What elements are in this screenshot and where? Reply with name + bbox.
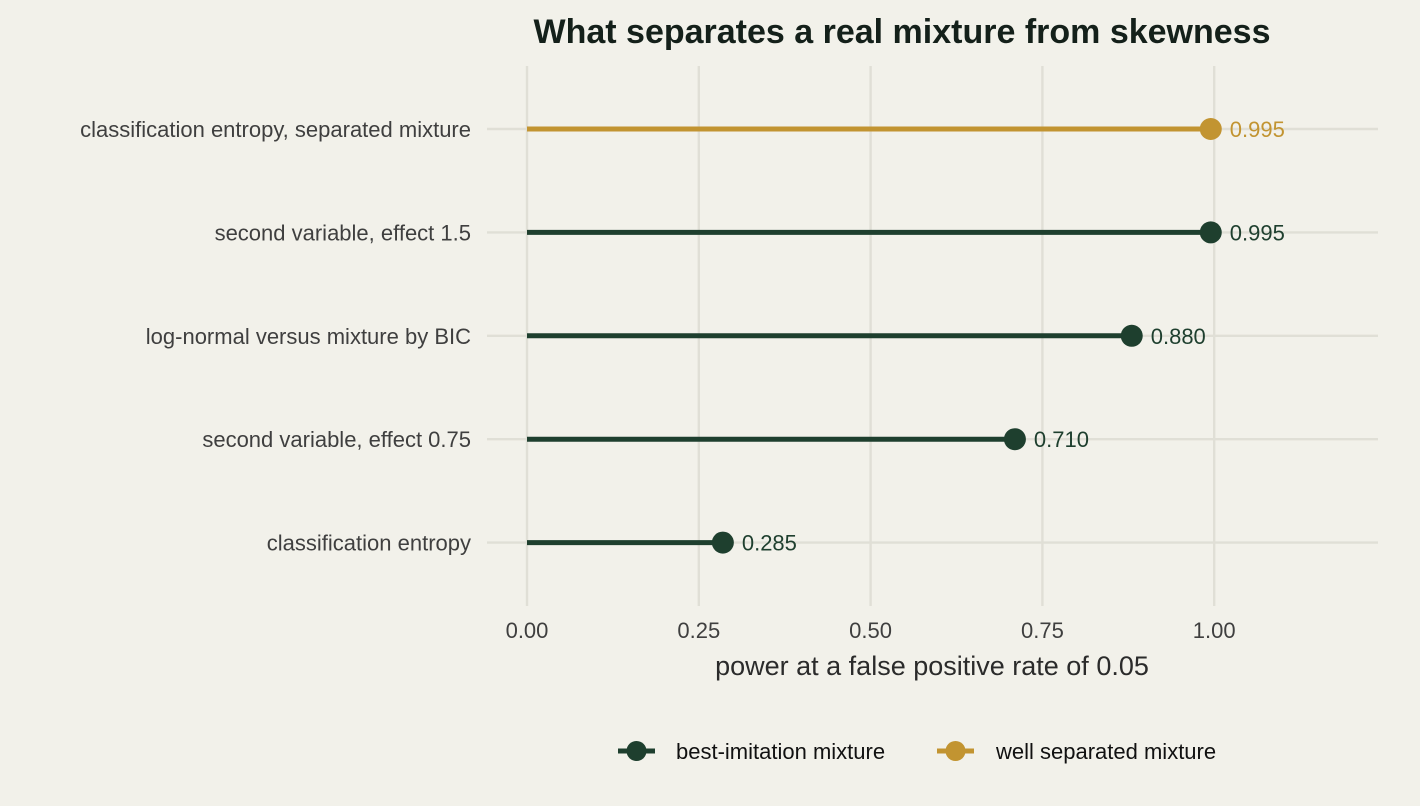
lollipop-dot <box>711 531 734 554</box>
x-tick-label: 0.50 <box>849 618 892 643</box>
x-tick-labels: 0.00 0.25 0.50 0.75 1.00 <box>506 618 1236 643</box>
category-labels: classification entropy, separated mixtur… <box>80 117 471 556</box>
category-label: log-normal versus mixture by BIC <box>146 324 471 349</box>
x-tick-label: 1.00 <box>1193 618 1236 643</box>
lollipop-dot <box>1120 324 1143 347</box>
legend-key-dot <box>626 741 647 761</box>
value-label: 0.285 <box>742 531 797 556</box>
value-label: 0.995 <box>1230 220 1285 245</box>
category-label: classification entropy <box>267 531 471 556</box>
legend: best-imitation mixture well separated mix… <box>618 739 1216 764</box>
legend-label: well separated mixture <box>995 739 1216 764</box>
category-label: second variable, effect 1.5 <box>215 220 471 245</box>
lollipop-dot <box>1199 221 1222 244</box>
x-tick-label: 0.00 <box>506 618 549 643</box>
category-label: second variable, effect 0.75 <box>202 427 471 452</box>
lollipop-marks: 0.995 0.995 0.880 0.710 0.285 <box>527 117 1285 556</box>
chart-title: What separates a real mixture from skewn… <box>534 13 1271 51</box>
x-tick-label: 0.25 <box>677 618 720 643</box>
lollipop-dot <box>1003 428 1026 451</box>
x-axis-title: power at a false positive rate of 0.05 <box>715 651 1149 681</box>
category-label: classification entropy, separated mixtur… <box>80 117 471 142</box>
value-label: 0.710 <box>1034 427 1089 452</box>
lollipop-dot <box>1199 118 1222 140</box>
legend-label: best-imitation mixture <box>676 739 885 764</box>
value-label: 0.880 <box>1151 324 1206 349</box>
legend-key-dot <box>945 741 966 761</box>
x-tick-label: 0.75 <box>1021 618 1064 643</box>
value-label: 0.995 <box>1230 117 1285 142</box>
